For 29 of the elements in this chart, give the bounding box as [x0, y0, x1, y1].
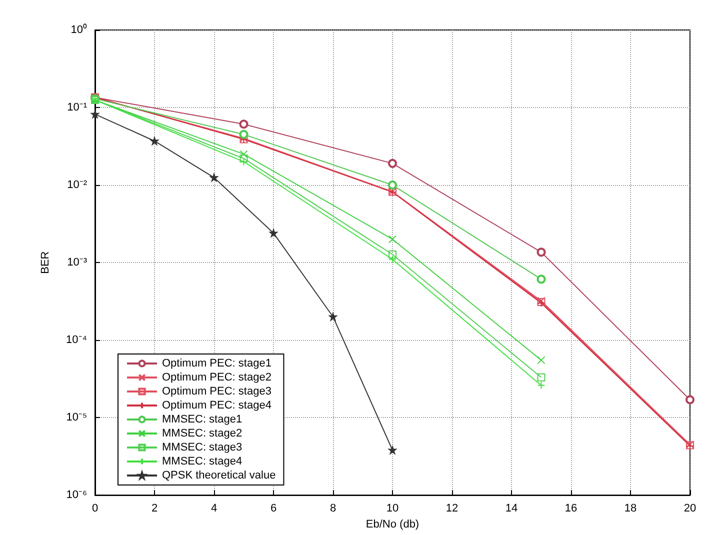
x-tick-label: 6 — [270, 502, 277, 515]
legend-label: MMSEC: stage4 — [162, 456, 242, 468]
legend-label: MMSEC: stage3 — [162, 442, 242, 454]
x-tick-label: 10 — [386, 502, 399, 515]
y-tick-label: 10⁰ — [70, 23, 87, 36]
x-tick-label: 18 — [624, 502, 637, 515]
x-tick-label: 2 — [151, 502, 158, 515]
legend-label: Optimum PEC: stage2 — [162, 372, 272, 384]
y-tick-label: 10⁻² — [67, 179, 88, 192]
legend-label: Optimum PEC: stage4 — [162, 400, 272, 412]
y-tick-label: 10⁻⁴ — [66, 334, 88, 346]
y-tick-label: 10⁻¹ — [67, 102, 88, 114]
legend-label: Optimum PEC: stage3 — [162, 386, 272, 398]
x-axis-title: Eb/No (db) — [366, 518, 420, 530]
x-tick-label: 14 — [505, 502, 518, 515]
x-tick-label: 12 — [446, 502, 458, 515]
x-tick-label: 4 — [210, 502, 218, 515]
y-axis-title: BER — [40, 251, 52, 274]
legend-label: Optimum PEC: stage1 — [162, 358, 272, 370]
x-tick-label: 0 — [92, 502, 98, 515]
x-tick-label: 16 — [564, 502, 578, 515]
x-tick-label: 20 — [684, 502, 696, 515]
y-tick-label: 10⁻³ — [67, 256, 88, 269]
y-tick-label: 10⁻⁶ — [66, 489, 87, 502]
y-tick-label: 10⁻⁵ — [66, 412, 87, 424]
legend-label: MMSEC: stage2 — [162, 428, 242, 440]
legend-label: MMSEC: stage1 — [162, 414, 242, 426]
legend-label: QPSK theoretical value — [162, 470, 276, 482]
x-tick-label: 8 — [330, 502, 336, 515]
